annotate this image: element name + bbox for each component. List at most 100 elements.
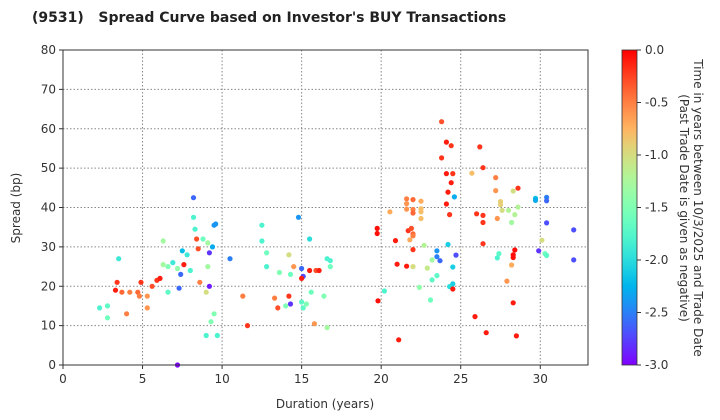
data-point (374, 225, 380, 231)
data-point (259, 222, 265, 228)
data-point (286, 252, 292, 258)
data-point (439, 119, 445, 125)
data-point (144, 293, 150, 299)
data-point (195, 246, 201, 252)
data-point (494, 255, 500, 261)
data-point (208, 319, 214, 325)
x-tick-label: 25 (453, 372, 468, 386)
data-point (316, 267, 322, 274)
data-point (104, 303, 111, 309)
data-point (165, 264, 171, 270)
data-point (116, 256, 122, 262)
data-point (404, 201, 410, 207)
data-point (404, 196, 410, 202)
data-point (200, 236, 206, 242)
data-point (197, 279, 203, 285)
data-point (299, 275, 305, 281)
data-point (275, 305, 281, 311)
data-point (394, 261, 400, 267)
data-point (571, 227, 577, 233)
data-point (447, 212, 453, 218)
colorbar-tick-label: -1.0 (645, 148, 668, 162)
x-tick-label: 10 (214, 372, 229, 386)
data-point (276, 269, 282, 276)
data-point (287, 301, 294, 307)
data-point (477, 144, 483, 150)
data-point (510, 188, 516, 194)
data-point (299, 299, 305, 305)
data-point (515, 204, 521, 210)
data-point (178, 271, 184, 277)
data-point (181, 262, 187, 268)
data-point (429, 277, 435, 283)
data-point (240, 293, 246, 299)
colorbar-tick-label: -0.5 (645, 96, 668, 110)
data-point (264, 250, 270, 256)
data-point (174, 265, 181, 272)
data-point (287, 271, 294, 277)
y-tick-label: 0 (48, 358, 56, 372)
data-point (272, 295, 278, 301)
data-point (439, 155, 445, 161)
data-point (418, 209, 424, 215)
data-point (434, 248, 440, 254)
data-point (187, 267, 193, 274)
data-point (291, 264, 297, 270)
data-point (410, 264, 416, 270)
data-point (374, 230, 380, 237)
data-point (497, 202, 504, 208)
data-point (418, 198, 424, 204)
data-point (443, 201, 449, 207)
data-point (190, 195, 197, 201)
data-point (244, 323, 251, 329)
data-point (480, 219, 486, 226)
data-point (112, 287, 119, 293)
data-point (387, 209, 393, 215)
data-point (494, 215, 500, 222)
data-point (410, 247, 416, 253)
data-point (307, 236, 313, 242)
y-axis-ticks: 0 10 20 30 40 50 60 70 80 (41, 43, 63, 372)
data-point (445, 189, 451, 195)
data-point (165, 289, 171, 295)
x-axis-ticks: 0 5 10 15 20 25 30 (59, 365, 548, 386)
y-tick-label: 70 (41, 82, 56, 96)
data-point (443, 171, 449, 177)
x-axis-label: Duration (years) (276, 397, 374, 411)
data-point (404, 206, 410, 212)
data-point (472, 314, 478, 320)
data-point (206, 283, 212, 289)
data-point (205, 240, 211, 246)
data-point (205, 264, 211, 270)
data-point (311, 321, 317, 327)
data-point (480, 165, 486, 171)
data-point (283, 303, 289, 309)
data-point (396, 337, 402, 343)
data-point (209, 244, 216, 250)
data-point (136, 293, 142, 299)
data-point (443, 139, 449, 145)
data-point (434, 254, 440, 260)
data-point (427, 297, 434, 303)
data-point (429, 257, 435, 263)
data-point (176, 285, 182, 291)
data-points (97, 119, 577, 368)
data-point (138, 279, 144, 285)
data-point (321, 293, 327, 299)
data-point (194, 236, 200, 242)
data-point (157, 275, 163, 281)
x-tick-label: 20 (374, 372, 389, 386)
data-point (416, 284, 422, 290)
colorbar-tick-label: 0.0 (645, 43, 664, 57)
grid-lines (63, 50, 588, 365)
data-point (496, 251, 502, 257)
data-point (307, 267, 313, 274)
data-point (410, 210, 416, 216)
data-point (375, 298, 381, 304)
data-point (532, 197, 539, 203)
y-tick-label: 50 (41, 161, 56, 175)
data-point (480, 241, 486, 247)
data-point (124, 311, 130, 317)
y-tick-label: 20 (41, 279, 56, 293)
